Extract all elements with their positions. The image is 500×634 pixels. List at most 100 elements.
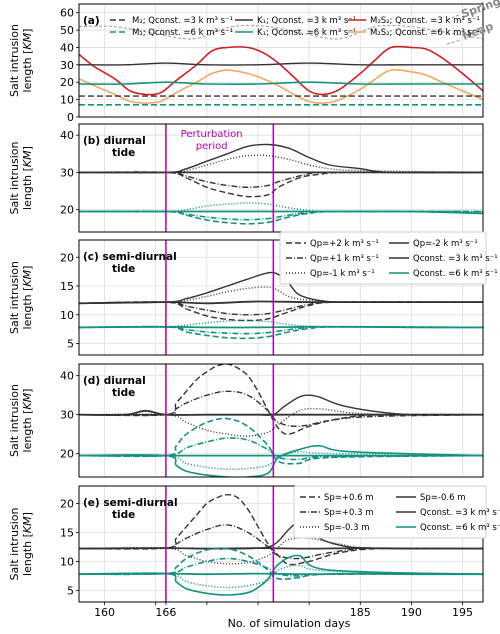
panel-frame (78, 363, 484, 478)
legend-label: Qconst. =3 k m³ s⁻¹ (420, 508, 500, 518)
series-line (79, 325, 483, 340)
series-line (79, 364, 483, 435)
legend-box (279, 231, 487, 285)
y-tick-label: 5 (67, 584, 74, 597)
series-line (79, 24, 483, 40)
legend-label: Qp=+2 k m³ s⁻¹ (310, 239, 379, 249)
series-line (79, 554, 483, 596)
series-line (79, 286, 483, 304)
y-tick-label: 0 (67, 111, 74, 124)
panel-label: (b) diurnal (83, 135, 146, 147)
y-axis-label-line: length [KM] (21, 512, 34, 576)
x-tick-label: 166 (155, 606, 176, 619)
y-tick-label: 10 (60, 555, 74, 568)
series-line (79, 271, 483, 304)
legend-label: Qp=-2 k m³ s⁻¹ (413, 239, 478, 249)
perturbation-label-line: period (196, 141, 228, 152)
series-line (79, 537, 483, 565)
series-line (79, 557, 483, 577)
x-axis-label: No. of simulation days (228, 617, 351, 630)
y-tick-label: 20 (60, 204, 74, 217)
y-tick-label: 30 (60, 166, 74, 179)
panel-title-line: tide (112, 147, 135, 159)
y-axis-label: Salt intrusion length [KM] (8, 261, 34, 334)
legend-label: Sp=+0.6 m (324, 493, 374, 503)
series-line (79, 68, 483, 104)
legend-box (293, 485, 487, 539)
x-tick-label: 195 (452, 606, 473, 619)
y-axis-label: Salt intrusion length [KM] (8, 24, 34, 97)
legend-label: M₂; Qconst. =3 k m³ s⁻¹ (132, 16, 233, 26)
series-line (79, 62, 483, 66)
y-axis-label-line: length [KM] (21, 146, 34, 210)
series-group (79, 271, 483, 340)
panel-title-line: tide (112, 387, 135, 399)
y-tick-label: 40 (60, 370, 74, 383)
legend-label: M₂; Qconst. =6 k m³ s⁻¹ (132, 28, 233, 38)
panel-a: 0 10 20 30 40 50 60 (a) Salt intrusion length [KM… (8, 0, 500, 124)
y-axis-label-line: length [KM] (21, 29, 34, 93)
y-tick-label: 5 (67, 338, 74, 351)
series-line (79, 564, 483, 589)
legend-label: Qconst. =6 k m³ s⁻¹ (420, 523, 500, 533)
legend-label: Qp=+1 k m³ s⁻¹ (310, 254, 379, 264)
series-line (79, 171, 483, 198)
y-tick-label: 10 (60, 309, 74, 322)
series-line (79, 521, 483, 550)
legend-label: M₂S₂; Qconst. =3 k m³ s⁻¹ (370, 16, 480, 26)
legend-label: Qconst. =3 k m³ s⁻¹ (413, 254, 498, 264)
series-line (79, 394, 483, 416)
y-tick-label: 40 (60, 129, 74, 142)
legend-label: Qp=-1 k m³ s⁻¹ (310, 269, 375, 279)
y-tick-label: 20 (60, 76, 74, 89)
y-axis-label-line: Salt intrusion (8, 142, 21, 215)
y-axis-label: Salt intrusion length [KM] (8, 508, 34, 581)
series-line (79, 143, 483, 174)
series-line (79, 171, 483, 189)
y-tick-label: 15 (60, 526, 74, 539)
series-line (79, 390, 483, 428)
series-line (79, 524, 483, 560)
y-axis-label-line: Salt intrusion (8, 261, 21, 334)
y-axis-label-line: length [KM] (21, 389, 34, 453)
series-line (79, 301, 483, 316)
legend-e: Sp=+0.6 m Sp=-0.6 m Sp=+0.3 m Qconst. =3 k … (293, 485, 500, 539)
y-tick-label: 30 (60, 409, 74, 422)
y-tick-label: 50 (60, 24, 74, 37)
series-line (79, 417, 483, 465)
legend-label: M₂S₂; Qconst. =6 k m³ s⁻¹ (370, 28, 480, 38)
series-line (79, 407, 483, 437)
panel-frame (78, 3, 484, 118)
panel-label: (d) diurnal (83, 375, 146, 387)
legend-c: Qp=+2 k m³ s⁻¹ Qp=-2 k m³ s⁻¹ Qp=+1 k m³ s… (279, 231, 498, 285)
y-tick-label: 20 (60, 251, 74, 264)
series-line (79, 81, 483, 86)
y-tick-label: 20 (60, 497, 74, 510)
y-tick-label: 60 (60, 7, 74, 20)
y-axis-label-line: Salt intrusion (8, 508, 21, 581)
series-line (79, 444, 483, 477)
y-axis-label-line: length [KM] (21, 266, 34, 330)
panel-title-line: tide (112, 263, 135, 275)
series-group (79, 24, 483, 106)
panel-label: (e) semi-diurnal (83, 497, 178, 509)
y-axis-label-line: Salt intrusion (8, 384, 21, 457)
x-tick-label: 185 (350, 606, 371, 619)
series-line (79, 319, 483, 329)
legend-label: Sp=-0.3 m (324, 523, 369, 533)
y-axis-label: Salt intrusion length [KM] (8, 384, 34, 457)
y-axis-label: Salt intrusion length [KM] (8, 142, 34, 215)
y-axis-label-line: Salt intrusion (8, 24, 21, 97)
neap-pointer (446, 39, 462, 45)
panel-label: (a) (83, 15, 100, 27)
legend-label: K₁; Qconst. =6 k m³ s⁻¹ (257, 28, 356, 38)
panel-title-line: tide (112, 509, 135, 521)
series-line (79, 437, 483, 461)
legend-label: K₁; Qconst. =3 k m³ s⁻¹ (257, 16, 356, 26)
y-tick-label: 40 (60, 41, 74, 54)
series-line (79, 202, 483, 213)
